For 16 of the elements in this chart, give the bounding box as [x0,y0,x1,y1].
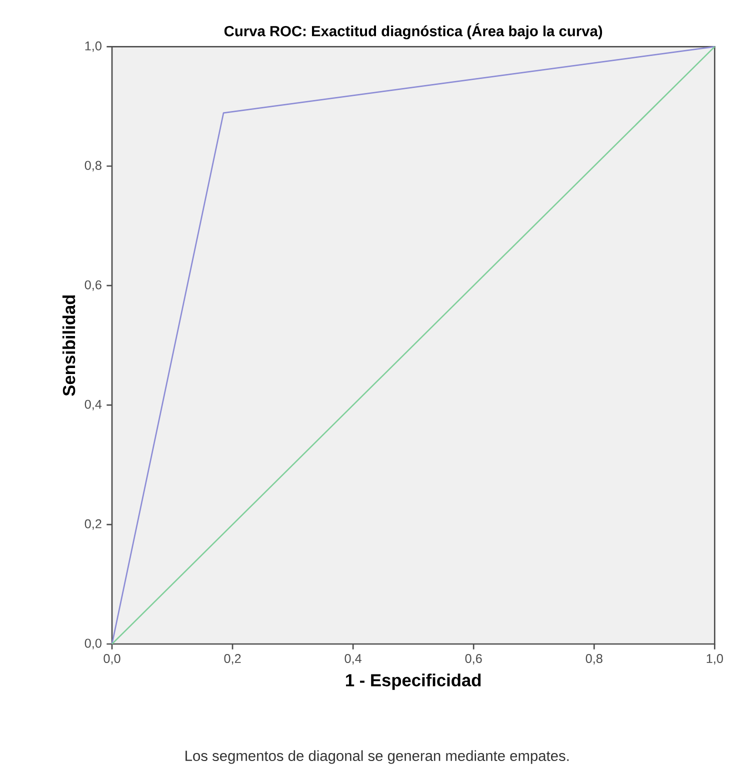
x-tick-label: 0,2 [224,654,241,665]
x-tick-label: 1,0 [706,654,723,665]
x-tick-label: 0,6 [465,654,482,665]
y-tick-label: 0,6 [84,280,102,291]
y-tick-label: 0,0 [84,638,102,650]
y-tick-label: 1,0 [85,41,102,52]
text: Los segmentos de diagonal se generan mediante empates. [186,750,569,764]
y-tick-label: 0,2 [84,519,102,530]
x-tick-label: 0,4 [344,654,362,665]
x-tick-label: 0,8 [586,654,602,665]
y-tick-label: 0,8 [84,160,102,172]
chart-title: Curva ROC: Exactitud diagnóstica (Área bajo la curva) [224,23,602,40]
x-tick-label: 0,0 [104,654,120,665]
y-tick-label: 0,4 [84,400,102,410]
y-axis-title: Sensibilidad [62,295,76,396]
x-axis-title: 1 - Especificidad [346,674,481,690]
